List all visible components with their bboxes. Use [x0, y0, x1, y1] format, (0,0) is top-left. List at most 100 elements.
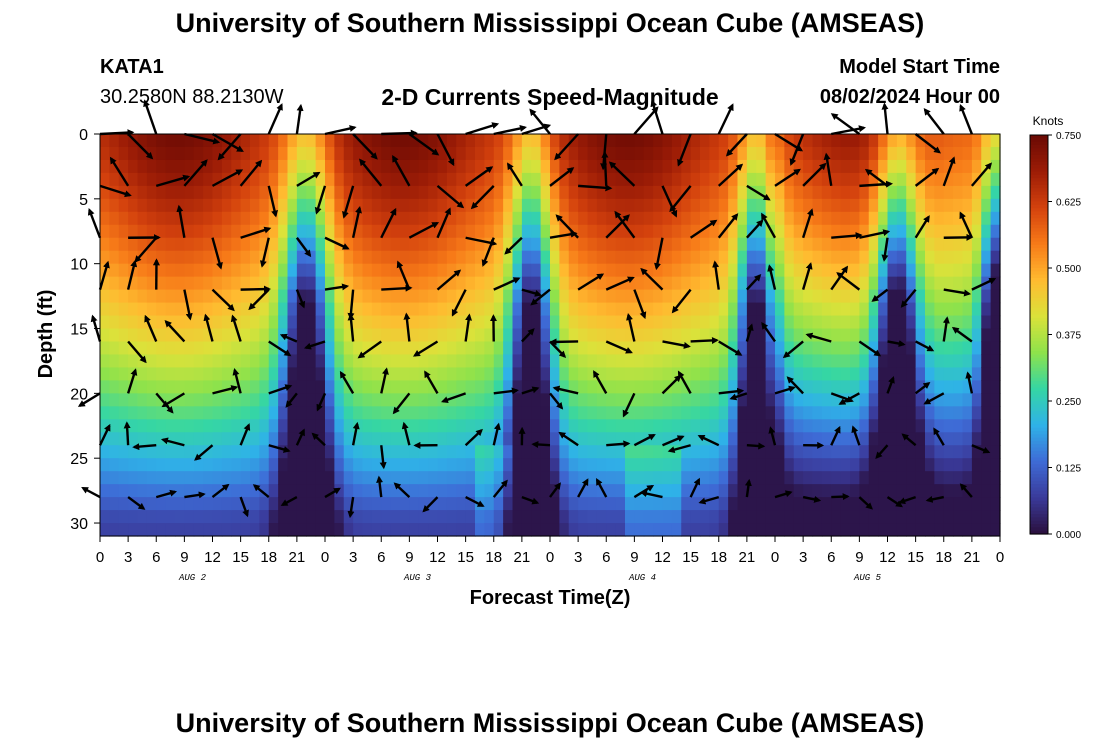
heatmap-cell: [850, 134, 860, 148]
heatmap-cell: [793, 315, 804, 330]
current-vector-arrow: [662, 340, 691, 349]
heatmap-cell: [803, 146, 814, 161]
heatmap-cell: [400, 497, 410, 511]
heatmap-cell: [962, 146, 973, 161]
heatmap-cell: [850, 406, 860, 420]
heatmap-cell: [325, 172, 335, 187]
current-vector-arrow: [858, 340, 882, 357]
colorbar-segment: [1030, 284, 1048, 289]
heatmap-cell: [662, 237, 673, 252]
heatmap-cell: [606, 185, 617, 200]
heatmap-cell: [943, 471, 954, 485]
heatmap-cell: [868, 237, 879, 252]
heatmap-cell: [793, 134, 804, 148]
heatmap-cell: [203, 380, 214, 394]
heatmap-cell: [887, 380, 898, 394]
heatmap-cell: [793, 354, 804, 369]
heatmap-cell: [371, 159, 382, 174]
heatmap-cell: [240, 484, 251, 498]
heatmap-cell: [812, 471, 823, 485]
heatmap-cell: [615, 458, 626, 472]
colorbar-segment: [1030, 211, 1048, 216]
heatmap-cell: [784, 250, 795, 265]
heatmap-cell: [990, 484, 1001, 498]
heatmap-cell: [521, 198, 532, 213]
heatmap-cell: [296, 224, 307, 239]
heatmap-cell: [118, 146, 129, 161]
heatmap-cell: [896, 302, 907, 317]
heatmap-cell: [306, 159, 317, 174]
heatmap-cell: [503, 354, 514, 369]
heatmap-cell: [315, 419, 326, 433]
heatmap-cell: [587, 146, 598, 161]
colorbar-segment: [1030, 444, 1048, 449]
heatmap-cell: [943, 211, 954, 226]
heatmap-cell: [587, 211, 598, 226]
heatmap-cell: [690, 146, 701, 161]
colorbar-tick-label: 0.375: [1056, 331, 1081, 342]
heatmap-cell: [606, 432, 617, 446]
heatmap-cell: [118, 289, 129, 304]
heatmap-cell: [493, 445, 504, 459]
current-vector-arrow: [99, 184, 132, 198]
heatmap-cell: [868, 211, 879, 226]
heatmap-cell: [906, 497, 917, 511]
heatmap-cell: [643, 159, 654, 174]
current-vector-arrow: [774, 490, 793, 499]
heatmap-cell: [756, 263, 767, 278]
heatmap-cell: [756, 185, 767, 200]
heatmap-cell: [550, 134, 560, 148]
heatmap-cell: [259, 134, 270, 148]
heatmap-cell: [334, 523, 345, 537]
heatmap-cell: [484, 315, 495, 330]
heatmap-cell: [962, 380, 973, 394]
heatmap-cell: [184, 354, 195, 369]
heatmap-cell: [737, 328, 748, 343]
heatmap-cell: [690, 172, 701, 187]
heatmap-cell: [390, 250, 401, 265]
current-vector-arrow: [408, 133, 440, 156]
current-vector-arrow: [380, 207, 397, 239]
heatmap-cell: [606, 393, 617, 407]
heatmap-cell: [465, 328, 476, 343]
heatmap-cell: [568, 497, 579, 511]
heatmap-cell: [456, 406, 467, 420]
heatmap-cell: [390, 471, 401, 485]
heatmap-cell: [156, 146, 167, 161]
heatmap-cell: [531, 198, 542, 213]
heatmap-cell: [409, 237, 420, 252]
heatmap-cell: [503, 367, 514, 381]
heatmap-cell: [531, 445, 542, 459]
heatmap-cell: [625, 458, 635, 472]
heatmap-cell: [146, 380, 157, 394]
heatmap-cell: [643, 250, 654, 265]
heatmap-cell: [662, 419, 673, 433]
heatmap-cell: [990, 497, 1001, 511]
heatmap-cell: [371, 497, 382, 511]
heatmap-cell: [793, 172, 804, 187]
heatmap-cell: [971, 224, 982, 239]
current-vector-arrow: [774, 168, 801, 187]
heatmap-cell: [681, 458, 692, 472]
heatmap-cell: [418, 328, 429, 343]
heatmap-cell: [765, 354, 776, 369]
heatmap-cell: [165, 289, 176, 304]
heatmap-cell: [990, 185, 1001, 200]
heatmap-cell: [906, 432, 917, 446]
heatmap-cell: [971, 302, 982, 317]
heatmap-cell: [765, 159, 776, 174]
heatmap-cell: [578, 393, 589, 407]
heatmap-cell: [803, 380, 814, 394]
heatmap-cell: [306, 497, 317, 511]
heatmap-cell: [671, 276, 682, 291]
current-vector-arrow: [717, 213, 739, 239]
heatmap-cell: [775, 289, 785, 304]
heatmap-cell: [400, 159, 410, 174]
heatmap-cell: [943, 354, 954, 369]
heatmap-cell: [231, 250, 242, 265]
heatmap-cell: [821, 380, 832, 394]
heatmap-cell: [850, 250, 860, 265]
heatmap-cell: [765, 393, 776, 407]
current-vector-arrow: [601, 150, 609, 186]
heatmap-cell: [221, 276, 232, 291]
